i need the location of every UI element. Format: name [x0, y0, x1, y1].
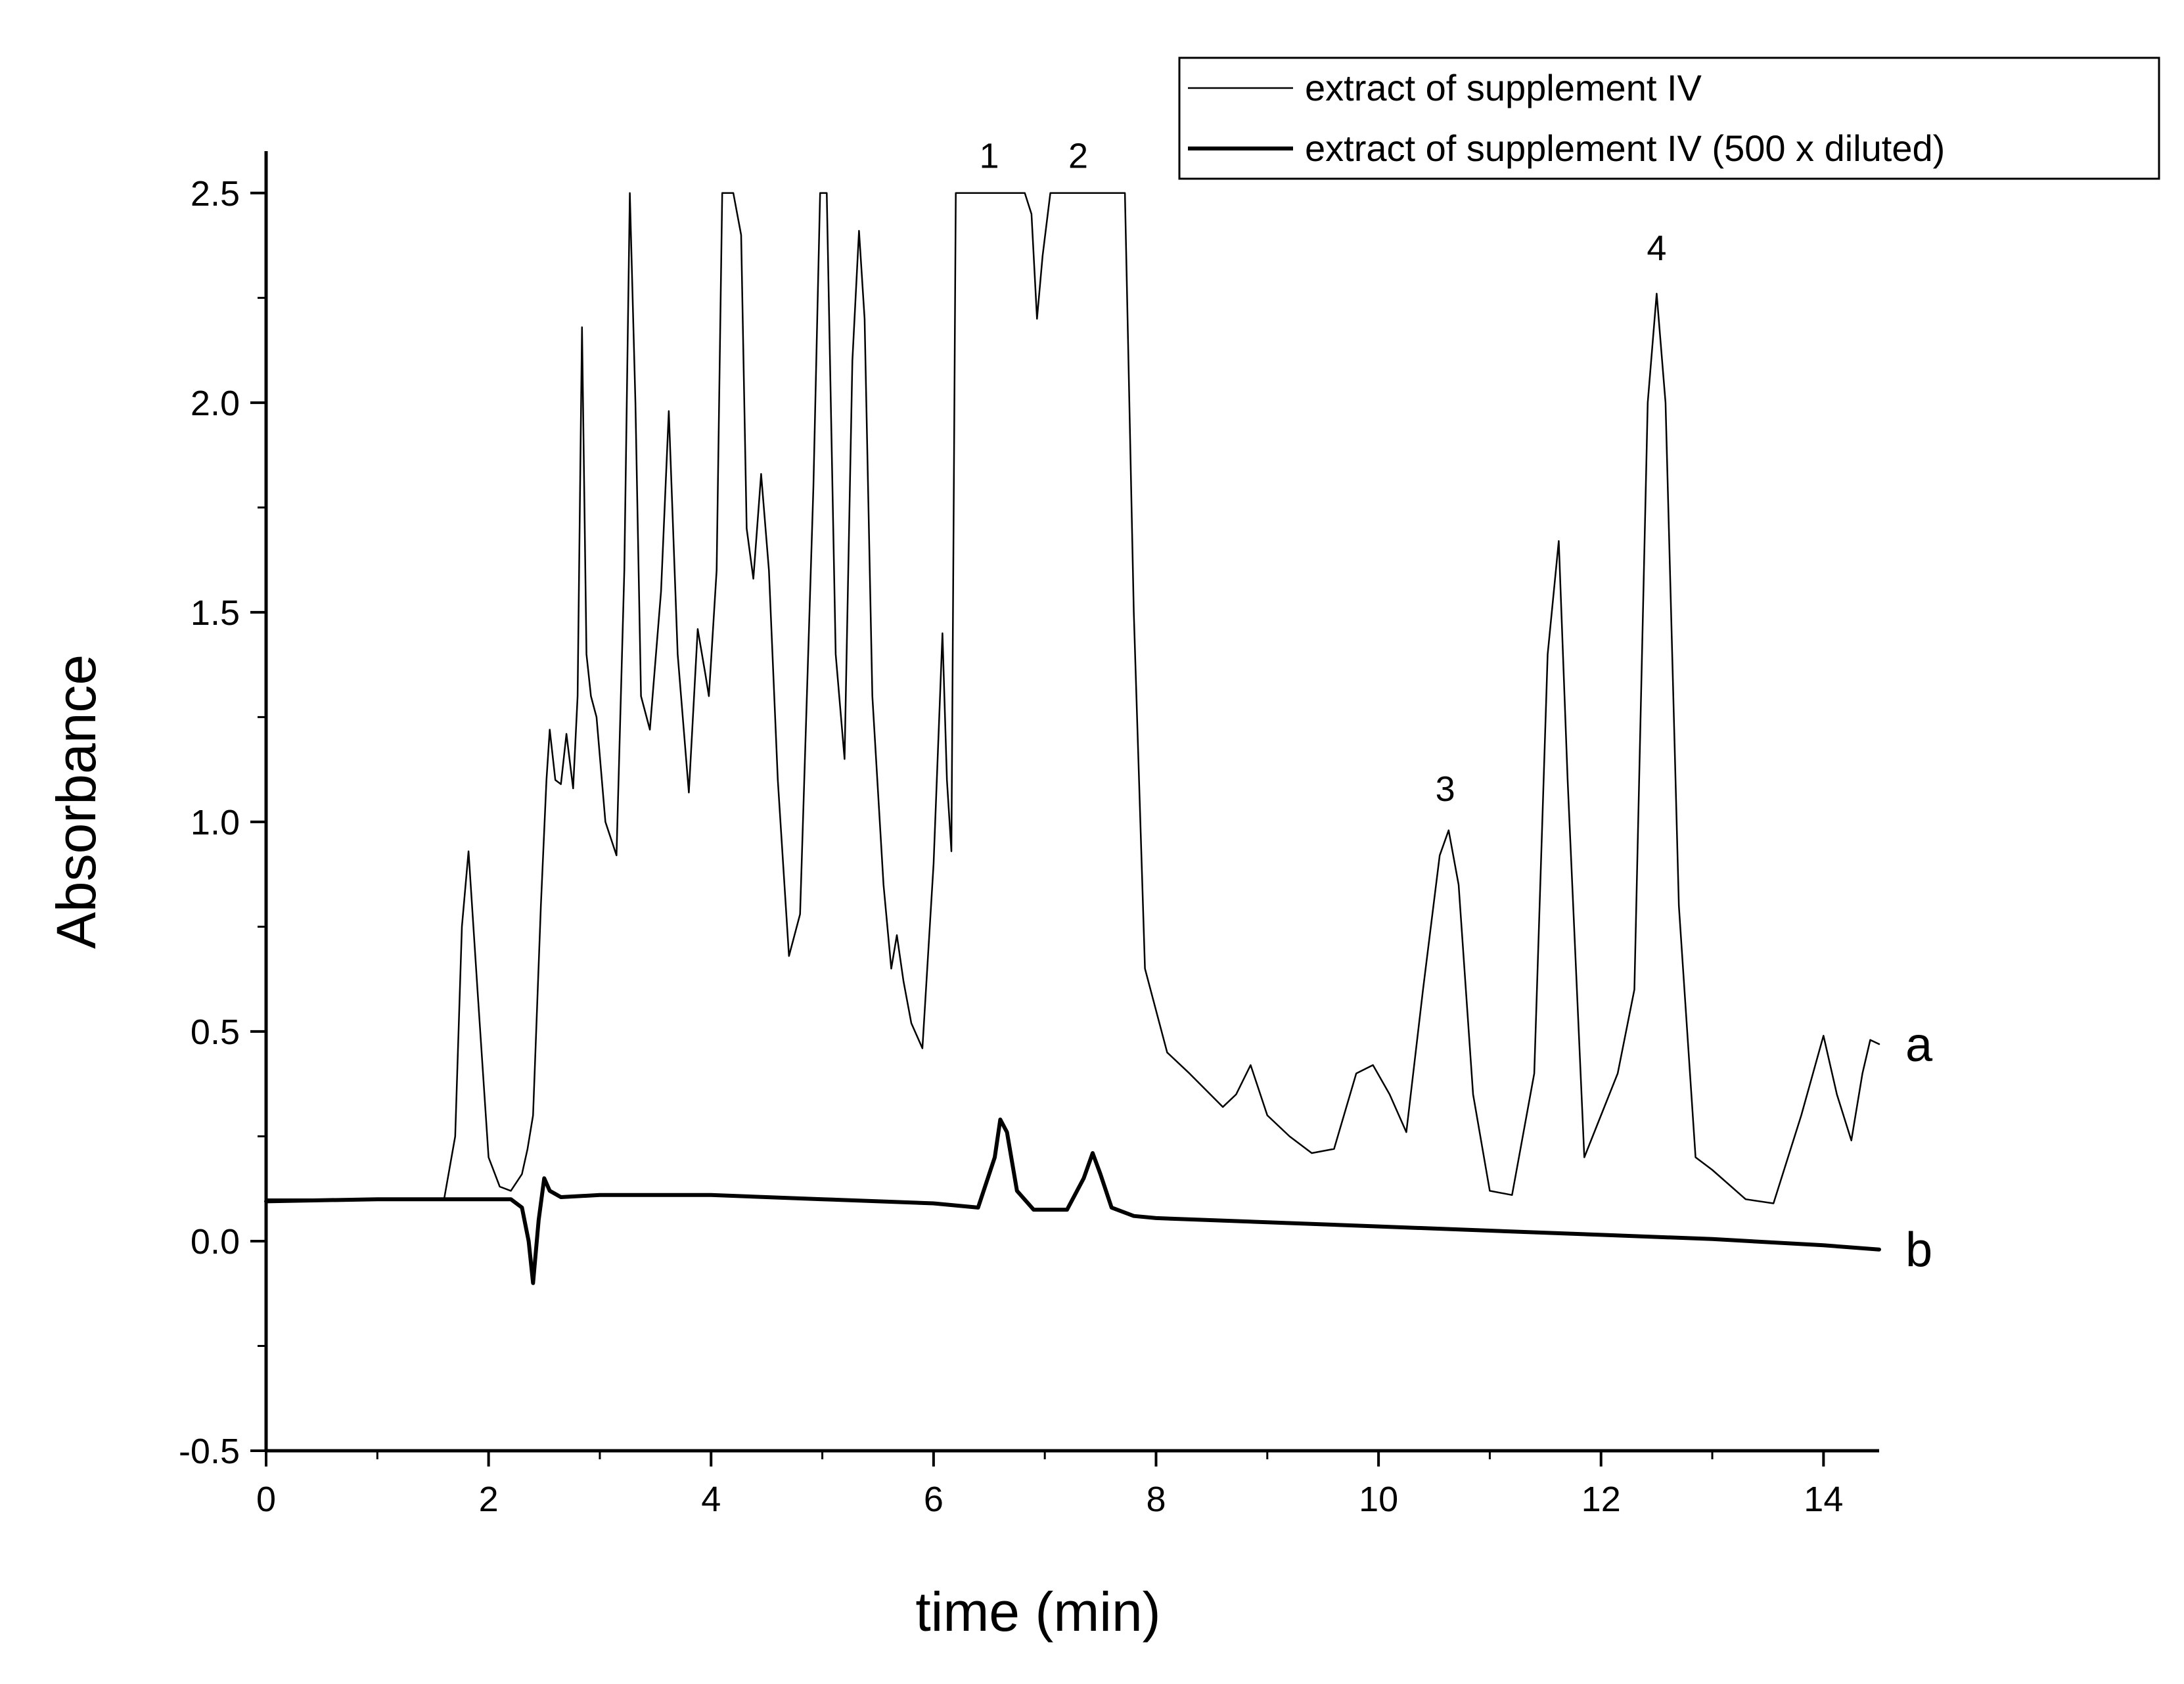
- peak-label: 2: [1068, 137, 1088, 176]
- trace-label-b: b: [1905, 1223, 1932, 1277]
- y-tick-label: -0.5: [179, 1432, 240, 1471]
- x-tick-label: 0: [256, 1480, 276, 1519]
- legend-label-a: extract of supplement IV: [1305, 67, 1702, 108]
- x-tick-label: 10: [1359, 1480, 1398, 1519]
- series-line-b: [264, 1117, 1881, 1285]
- trace-label-a: a: [1905, 1017, 1933, 1072]
- series-line-a: [265, 192, 1880, 1204]
- peak-annotations: 1 2 3 4: [979, 137, 1666, 809]
- x-tick-label: 14: [1804, 1480, 1843, 1519]
- y-tick-label: 0.5: [191, 1013, 240, 1052]
- y-tick-label: 2.5: [191, 174, 240, 214]
- peak-label: 4: [1647, 229, 1666, 268]
- x-tick-label: 2: [479, 1480, 499, 1519]
- x-tick-label: 6: [924, 1480, 944, 1519]
- legend-box: [1178, 57, 2160, 180]
- x-tick-label: 8: [1146, 1480, 1166, 1519]
- x-tick-label: 12: [1581, 1480, 1621, 1519]
- y-tick-label: 2.0: [191, 384, 240, 423]
- peak-label: 1: [979, 137, 999, 176]
- peak-label: 3: [1436, 769, 1455, 809]
- y-tick-label: 1.0: [191, 803, 240, 842]
- curves: ab: [264, 192, 1933, 1285]
- y-tick-label: 1.5: [191, 593, 240, 633]
- legend-label-b: extract of supplement IV (500 x diluted): [1305, 127, 1945, 169]
- x-tick-label: 4: [701, 1480, 721, 1519]
- y-axis-title: Absorbance: [45, 654, 107, 949]
- legend: extract of supplement IV extract of supp…: [1178, 57, 2160, 180]
- y-tick-label: 0.0: [191, 1222, 240, 1262]
- axes: 0 2 4 6 8 10 12 14 -0.5 0.0 0.5 1.0 1.5 2.0 2.5: [179, 151, 1879, 1519]
- x-axis-title: time (min): [915, 1581, 1160, 1643]
